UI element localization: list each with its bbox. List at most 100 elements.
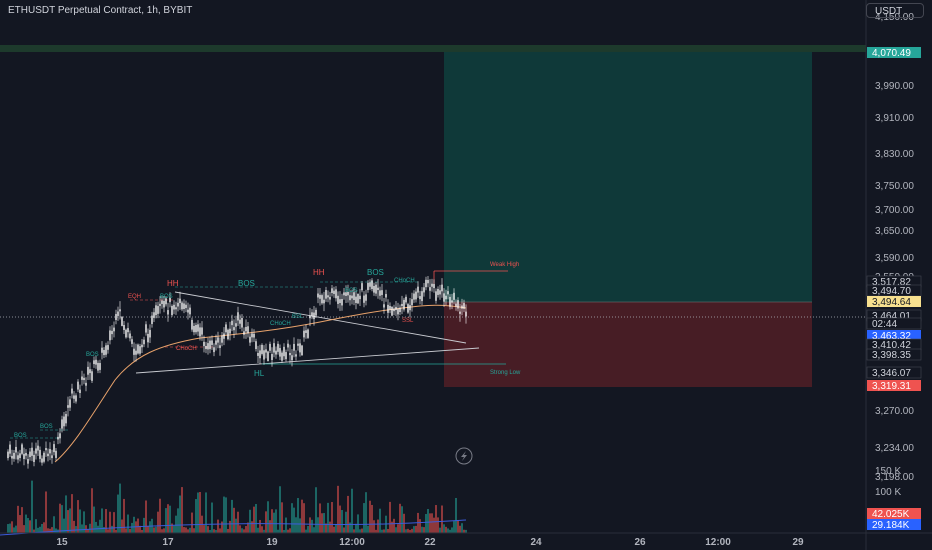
candle-body [355,296,357,303]
candle-body [347,291,349,296]
candle-body [331,288,333,294]
candle-body [205,345,207,350]
volume-bar [211,502,213,533]
candle-body [117,311,119,316]
volume-bar [15,525,17,533]
volume-bar [139,525,141,533]
volume-bar [437,517,439,533]
volume-bar [239,525,241,533]
volume-bar [185,527,187,533]
price-label: 3,517.82 [872,277,911,288]
volume-bar [393,518,395,533]
candle-body [239,319,241,324]
volume-bar [219,528,221,533]
volume-bar [231,499,233,533]
price-axis[interactable]: 4,150.003,990.003,910.003,830.003,750.00… [875,12,914,483]
volume-bar [445,526,447,533]
volume-bar [45,491,47,533]
volume-bar [269,520,271,533]
candle-body [371,280,373,289]
candle-body [125,329,127,338]
candle-body [365,294,367,301]
volume-bar [197,492,199,533]
volume-bar [187,529,189,533]
candle-body [39,449,41,459]
volume-bar [295,517,297,533]
volume-bar [51,527,53,533]
candle-body [279,348,281,357]
volume-bar [327,502,329,533]
candle-body [157,306,159,314]
candle-body [201,327,203,335]
volume-bar [33,529,35,533]
candle-body [175,307,177,310]
chart-title: ETHUSDT Perpetual Contract, 1h, BYBIT [8,5,193,16]
lightning-icon[interactable] [455,447,473,465]
candle-body [67,405,69,408]
candle-body [229,328,231,334]
volume-bar [289,528,291,533]
candle-body [419,296,421,300]
currency-button[interactable]: USDT [866,3,924,18]
volume-bar [291,503,293,533]
candle-body [253,333,255,338]
volume-bar [409,529,411,533]
volume-bar [455,497,457,533]
volume-bar [141,529,143,533]
volume-bar [453,521,455,533]
volume-bar [103,527,105,533]
candle-body [97,362,99,371]
time-tick: 26 [634,537,646,548]
volume-bar [401,506,403,533]
volume-bar [47,528,49,533]
candle-body [55,450,57,458]
volume-bar [339,505,341,533]
volume-bar [195,499,197,533]
candle-body [37,445,39,451]
volume-bar [83,511,85,533]
candle-body [83,377,85,381]
volume-bar [27,518,29,533]
candle-body [217,337,219,343]
label-bos-small: BOS [40,424,53,430]
candle-body [107,345,109,350]
candle-body [207,343,209,350]
price-label-box [867,330,921,341]
volume-bar [451,527,453,533]
volume-bar [7,524,9,533]
volume-bar [123,498,125,533]
candle-body [313,312,315,320]
candle-body [307,329,309,338]
candle-body [105,345,107,355]
candle-body [311,312,313,316]
label-choch: CHoCH [270,321,291,327]
volume-bars [7,480,467,533]
volume-bar [461,523,463,533]
price-label: 3,494.64 [872,297,911,308]
volume-bar [237,511,239,533]
volume-bar [297,498,299,533]
volume-bar [387,528,389,533]
volume-bar [215,529,217,533]
candle-body [11,455,13,459]
candle-body [163,300,165,308]
target-zone[interactable] [444,52,812,302]
price-label-box [867,47,921,58]
volume-bar [91,488,93,533]
price-tick: 3,910.00 [875,113,914,124]
stop-zone[interactable] [444,302,812,387]
label-bos: BOS [367,268,384,277]
time-axis[interactable]: 15 17 19 12:00 22 24 26 12:00 29 [56,537,804,548]
candle-body [335,289,337,299]
candle-body [463,303,465,309]
price-label: 3,346.07 [872,368,911,379]
volume-bar [395,527,397,533]
candle-body [101,347,103,353]
candle-body [315,309,317,316]
candle-body [141,344,143,348]
candle-body [435,291,437,301]
candle-body [439,290,441,295]
volume-bar [115,529,117,533]
volume-bar [319,503,321,533]
